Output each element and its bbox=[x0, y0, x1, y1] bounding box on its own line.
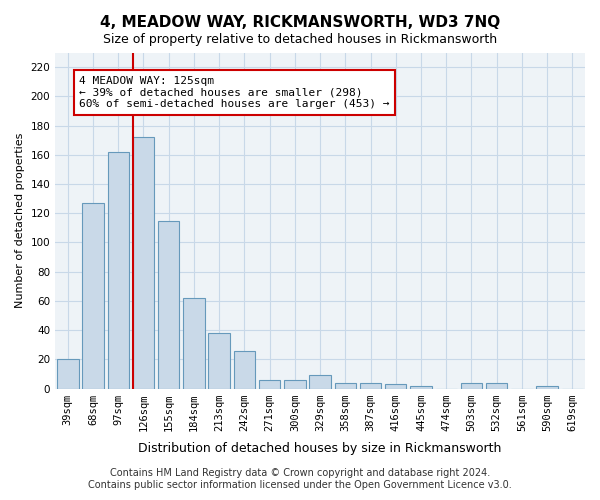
Text: 4 MEADOW WAY: 125sqm
← 39% of detached houses are smaller (298)
60% of semi-deta: 4 MEADOW WAY: 125sqm ← 39% of detached h… bbox=[79, 76, 389, 109]
Bar bbox=[233, 350, 255, 389]
Bar bbox=[410, 386, 432, 388]
Bar bbox=[107, 152, 129, 388]
Text: Contains HM Land Registry data © Crown copyright and database right 2024.
Contai: Contains HM Land Registry data © Crown c… bbox=[88, 468, 512, 490]
Bar bbox=[360, 382, 381, 388]
Bar bbox=[486, 382, 508, 388]
X-axis label: Distribution of detached houses by size in Rickmansworth: Distribution of detached houses by size … bbox=[139, 442, 502, 455]
Bar bbox=[385, 384, 406, 388]
Bar bbox=[310, 376, 331, 388]
Bar bbox=[536, 386, 558, 388]
Bar bbox=[57, 360, 79, 388]
Bar bbox=[259, 380, 280, 388]
Bar bbox=[183, 298, 205, 388]
Y-axis label: Number of detached properties: Number of detached properties bbox=[15, 133, 25, 308]
Bar bbox=[335, 382, 356, 388]
Bar bbox=[82, 203, 104, 388]
Bar bbox=[208, 333, 230, 388]
Bar bbox=[158, 220, 179, 388]
Bar bbox=[461, 382, 482, 388]
Bar bbox=[284, 380, 305, 388]
Text: Size of property relative to detached houses in Rickmansworth: Size of property relative to detached ho… bbox=[103, 32, 497, 46]
Text: 4, MEADOW WAY, RICKMANSWORTH, WD3 7NQ: 4, MEADOW WAY, RICKMANSWORTH, WD3 7NQ bbox=[100, 15, 500, 30]
Bar bbox=[133, 137, 154, 388]
